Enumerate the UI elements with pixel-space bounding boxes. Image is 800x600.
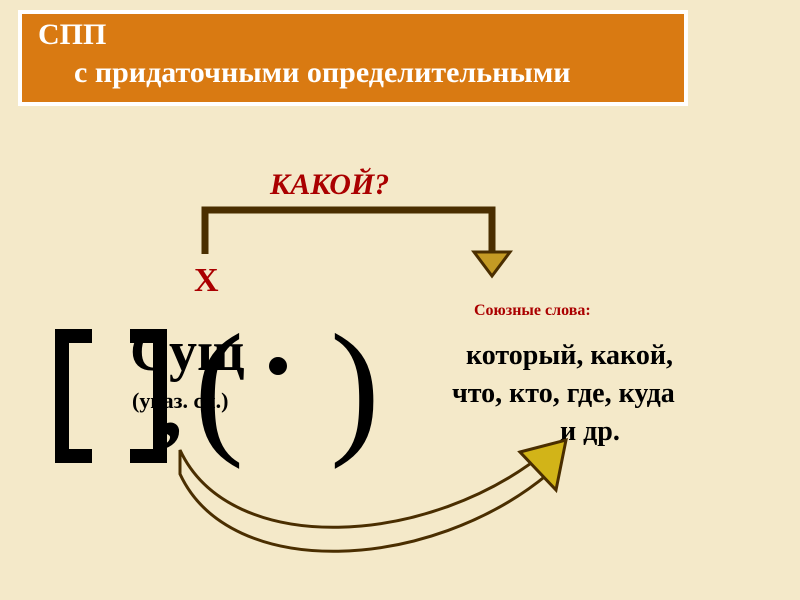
header-line-1: СПП	[38, 18, 106, 52]
sidetext-l2: что, кто, где, куда	[452, 378, 675, 410]
slide: СПП с придаточными определительными КАКО…	[0, 0, 800, 600]
schema-paren-left: (	[194, 312, 244, 462]
x-marker: X	[194, 262, 219, 300]
question-label: КАКОЙ?	[270, 168, 389, 202]
header-line-2: с придаточными определительными	[74, 56, 571, 90]
sidetext-l1: который, какой,	[466, 340, 673, 372]
schema-comma: ,	[160, 384, 183, 429]
sidetext-l3: и др.	[560, 416, 620, 448]
schema-paren-right: )	[330, 312, 380, 462]
sidetext-title: Союзные слова:	[474, 302, 591, 320]
